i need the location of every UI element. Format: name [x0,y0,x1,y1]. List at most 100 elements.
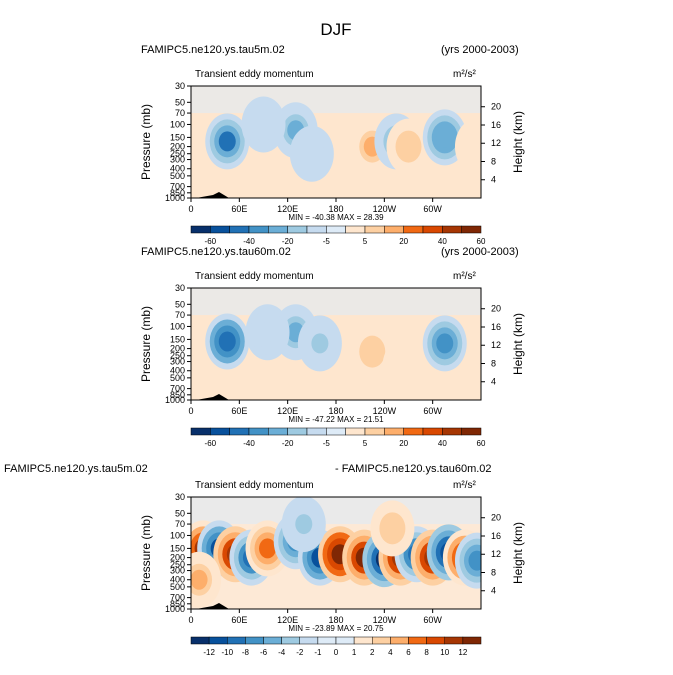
panels: FAMIPC5.ne120.ys.tau5m.02 (yrs 2000-2003)… [4,44,525,657]
colorbar-label: 40 [438,237,447,246]
contour-blob [395,356,413,377]
colorbar-box [287,427,308,436]
height-tick-label: 4 [491,377,496,387]
x-tick-label: 120W [373,406,397,416]
pressure-tick-label: 1000 [165,193,185,203]
height-tick-label: 4 [491,175,496,185]
pressure-tick-label: 150 [170,334,185,344]
colorbar-label: 60 [477,439,486,448]
pressure-tick-label: 700 [170,182,185,192]
panel-title-right: (yrs 2000-2003) [441,246,519,258]
height-tick-label: 8 [491,156,496,166]
pressure-tick-label: 70 [175,108,185,118]
contour-blob [191,569,208,590]
pressure-tick-label: 250 [170,560,185,570]
pressure-tick-label: 300 [170,357,185,367]
y-axis-label: Pressure (mb) [139,515,153,591]
pressure-tick-label: 200 [170,142,185,152]
panel-subtitle: Transient eddy momentum [195,480,314,491]
pressure-tick-label: 400 [170,575,185,585]
x-tick-label: 60E [231,615,247,625]
pressure-tick-label: 700 [170,384,185,394]
colorbar-box [248,225,269,234]
colorbar-label: -2 [296,648,304,657]
pressure-tick-label: 1000 [165,395,185,405]
colorbar-box [390,636,409,645]
contour-field [191,288,481,395]
chart-panel-1: FAMIPC5.ne120.ys.tau5m.02 (yrs 2000-2003)… [139,44,525,246]
pressure-tick-label: 30 [175,492,185,502]
x-tick-label: 0 [188,406,193,416]
colorbar-label: 5 [363,237,368,246]
colorbar-label: 2 [370,648,375,657]
pressure-tick-label: 850 [170,599,185,609]
pressure-tick-label: 70 [175,519,185,529]
colorbar-label: -60 [205,439,217,448]
pressure-tick-label: 100 [170,119,185,129]
colorbar-box [317,636,337,645]
page-title: DJF [320,20,351,39]
x-tick-label: 180 [328,615,343,625]
pressure-tick-label: 50 [175,97,185,107]
contour-blob [363,341,381,362]
colorbar-box [326,225,346,234]
colorbar-label: 20 [399,439,408,448]
colorbar-label: -12 [203,648,215,657]
chart-panel-2: FAMIPC5.ne120.ys.tau60m.02 (yrs 2000-2003… [139,246,525,448]
y-axis-label: Pressure (mb) [139,306,153,382]
colorbar-label: -40 [243,439,255,448]
pressure-tick-label: 200 [170,344,185,354]
colorbar-label: -40 [243,237,255,246]
x-tick-label: 120W [373,615,397,625]
colorbar-box [268,427,288,436]
pressure-tick-label: 400 [170,164,185,174]
colorbar-label: 6 [406,648,411,657]
colorbar-box [306,225,327,234]
x-tick-label: 60E [231,406,247,416]
contour-field [191,86,481,182]
colorbar-box [227,636,246,645]
contour-blob [436,333,454,354]
pressure-tick-label: 700 [170,593,185,603]
y-axis-label-right: Height (km) [511,313,525,375]
pressure-tick-label: 400 [170,366,185,376]
colorbar-label: -20 [282,237,294,246]
panel-units: m²/s² [453,271,476,282]
background-band [191,86,481,114]
colorbar-box [345,225,366,234]
colorbar-box [461,225,482,234]
panel-units: m²/s² [453,69,476,80]
colorbar-box [384,225,404,234]
pressure-tick-label: 300 [170,155,185,165]
height-tick-label: 8 [491,567,496,577]
colorbar-box [345,427,366,436]
colorbar-box [461,427,482,436]
colorbar-box [403,427,424,436]
colorbar-box [208,636,228,645]
x-tick-label: 180 [328,406,343,416]
background-band [191,497,481,525]
pressure-tick-label: 300 [170,566,185,576]
min-max-stats: MIN = -40.38 MAX = 28.39 [288,213,384,222]
contour-blob [436,127,454,148]
colorbar-label: -10 [221,648,233,657]
background-band [191,288,481,316]
colorbar-label: -6 [260,648,268,657]
colorbar-box [229,427,250,436]
height-tick-label: 16 [491,531,501,541]
colorbar-label: -1 [314,648,322,657]
x-tick-label: 120E [277,615,298,625]
colorbar-label: 10 [440,648,449,657]
height-tick-label: 20 [491,102,501,112]
colorbar-box [268,225,288,234]
x-tick-label: 120E [277,406,298,416]
contour-blob [303,143,321,164]
height-tick-label: 4 [491,586,496,596]
pressure-tick-label: 250 [170,149,185,159]
height-tick-label: 12 [491,138,501,148]
min-max-stats: MIN = -47.22 MAX = 21.51 [288,415,384,424]
pressure-tick-label: 50 [175,508,185,518]
colorbar-label: 20 [399,237,408,246]
colorbar-box [442,225,462,234]
